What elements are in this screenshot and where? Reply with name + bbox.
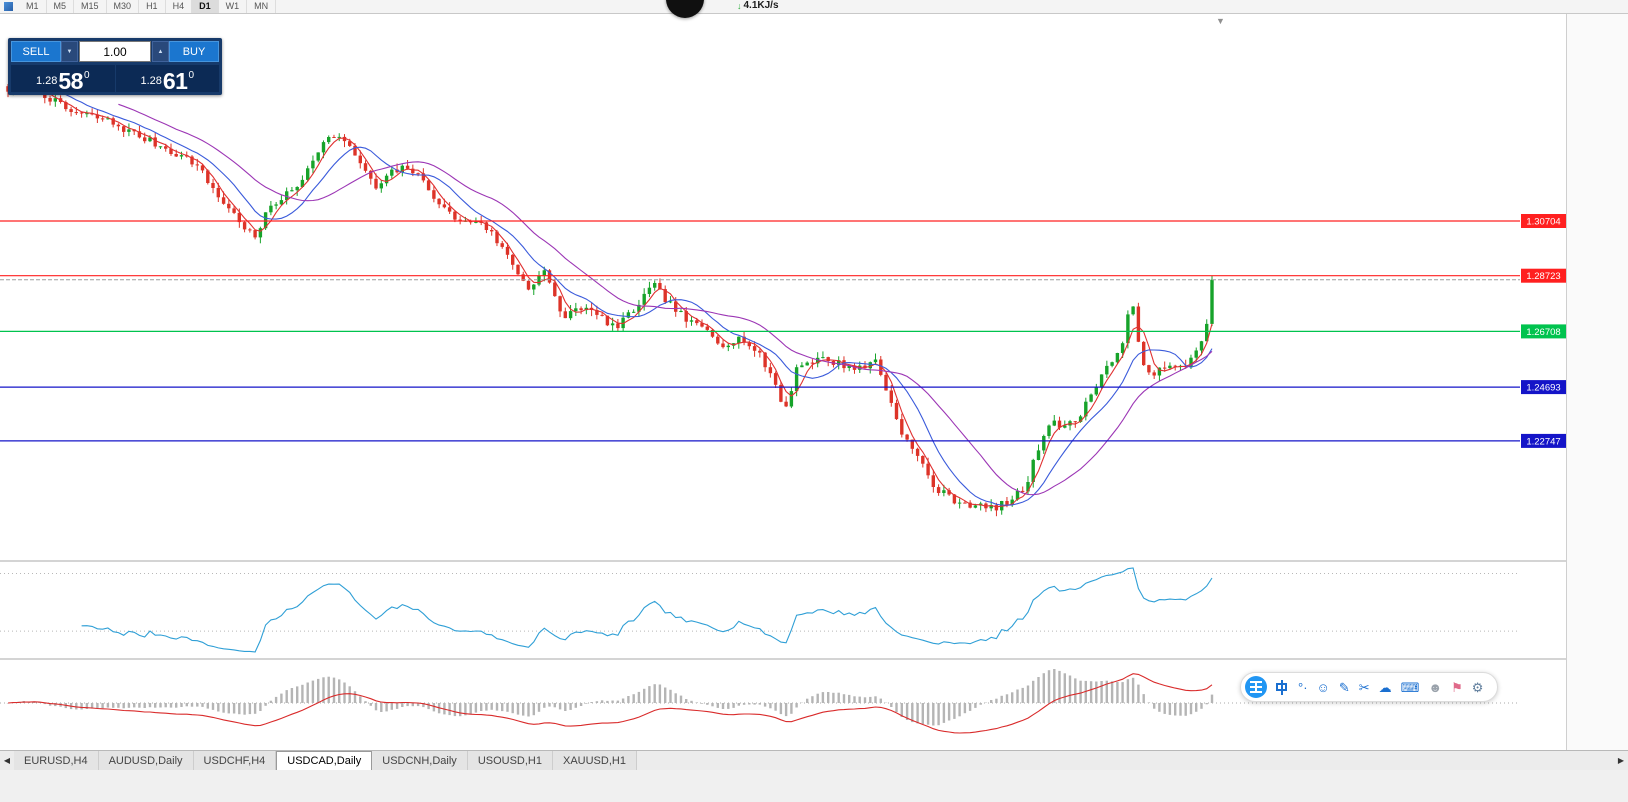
settings-gear-icon[interactable]: ⚙ <box>1471 679 1484 695</box>
chart-shift-marker[interactable]: ▼ <box>1216 16 1225 26</box>
chart-tabs-bar: ◀ EURUSD,H4 AUDUSD,Daily USDCHF,H4 USDCAD,D… <box>0 750 1628 770</box>
chinese-mode-icon[interactable] <box>1276 679 1289 695</box>
bid-price[interactable]: 1.28 58 0 <box>11 65 115 94</box>
ime-logo-icon[interactable] <box>1245 676 1267 698</box>
price-level-label: 1.30704 <box>1521 214 1566 228</box>
svg-text:1.26708: 1.26708 <box>1526 327 1560 338</box>
chart-tab-usdchf-h4[interactable]: USDCHF,H4 <box>193 751 277 770</box>
timeframe-h4[interactable]: H4 <box>166 0 193 13</box>
timeframe-mn[interactable]: MN <box>247 0 277 13</box>
gift-icon[interactable]: ⚑ <box>1451 679 1463 695</box>
tab-scroll-left-icon[interactable]: ◀ <box>3 756 11 765</box>
bid-pips: 58 <box>58 68 83 94</box>
ask-prefix: 1.28 <box>140 75 162 87</box>
screen-recorder-overlay <box>666 0 704 18</box>
chart-tab-usousd-h1[interactable]: USOUSD,H1 <box>467 751 553 770</box>
quote-row: 1.28 58 0 1.28 61 0 <box>11 65 220 94</box>
punctuation-mode-icon[interactable]: °· <box>1298 679 1308 695</box>
ask-point: 0 <box>188 70 195 81</box>
speed-text: 4.1KJ/s <box>743 0 779 11</box>
right-margin <box>1566 14 1628 750</box>
volume-input[interactable] <box>79 41 151 62</box>
svg-text:1.24693: 1.24693 <box>1526 383 1560 394</box>
cloud-icon[interactable]: ☁ <box>1378 679 1392 695</box>
chart-tab-list: EURUSD,H4 AUDUSD,Daily USDCHF,H4 USDCAD,Dai… <box>14 751 637 770</box>
price-level-label: 1.28723 <box>1521 268 1566 283</box>
emoji-icon[interactable]: ☺ <box>1316 679 1330 695</box>
keyboard-icon[interactable]: ⌨ <box>1400 679 1420 695</box>
bid-prefix: 1.28 <box>35 75 58 87</box>
svg-text:1.22747: 1.22747 <box>1526 436 1560 447</box>
timeframe-w1[interactable]: W1 <box>219 0 248 13</box>
ask-price[interactable]: 1.28 61 0 <box>114 65 220 94</box>
timeframe-m30[interactable]: M30 <box>107 0 140 13</box>
chart-tab-usdcnh-daily[interactable]: USDCNH,Daily <box>372 751 468 770</box>
scissors-icon[interactable]: ✂ <box>1358 679 1370 695</box>
chart-tab-audusd-daily[interactable]: AUDUSD,Daily <box>98 751 194 770</box>
timeframe-m5[interactable]: M5 <box>47 0 75 13</box>
volume-down-button[interactable]: ▼ <box>61 41 78 62</box>
timeframe-toolbar: M1 M5 M15 M30 H1 H4 D1 W1 MN <box>0 0 1628 14</box>
timeframe-buttons: M1 M5 M15 M30 H1 H4 D1 W1 MN <box>19 0 277 13</box>
tab-scroll-right-icon[interactable]: ▶ <box>1617 756 1625 765</box>
timeframe-m1[interactable]: M1 <box>19 0 47 13</box>
timeframe-d1[interactable]: D1 <box>192 0 219 13</box>
svg-text:1.28723: 1.28723 <box>1526 271 1560 282</box>
ask-pips: 61 <box>162 68 188 94</box>
speed-arrow-icon: ↓ <box>737 0 742 11</box>
chart-area[interactable]: 1.30704 1.28723 1.26708 1.24693 1.22747 ▼ SE… <box>0 14 1628 750</box>
order-controls-row: SELL ▼ ▲ BUY <box>11 41 219 62</box>
volume-up-button[interactable]: ▲ <box>152 41 169 62</box>
buy-button[interactable]: BUY <box>169 41 219 62</box>
pen-icon[interactable]: ✎ <box>1338 679 1350 695</box>
price-level-label: 1.26708 <box>1521 324 1566 339</box>
price-chart-canvas[interactable]: 1.30704 1.28723 1.26708 1.24693 1.22747 <box>0 14 1566 750</box>
price-level-label: 1.24693 <box>1521 380 1566 395</box>
network-speed-indicator: ↓ 4.1KJ/s <box>737 0 779 11</box>
timeframe-h1[interactable]: H1 <box>139 0 166 13</box>
chart-tab-eurusd-h4[interactable]: EURUSD,H4 <box>14 751 99 770</box>
user-icon[interactable]: ☻ <box>1428 679 1443 695</box>
price-level-label: 1.22747 <box>1521 433 1566 448</box>
timeframe-m15[interactable]: M15 <box>74 0 107 13</box>
chart-tab-usdcad-daily[interactable]: USDCAD,Daily <box>276 751 373 770</box>
chart-tab-xauusd-h1[interactable]: XAUUSD,H1 <box>553 751 637 770</box>
status-bar <box>0 770 1628 802</box>
bid-point: 0 <box>83 70 90 81</box>
sell-button[interactable]: SELL <box>11 41 61 62</box>
app-icon[interactable] <box>4 2 13 11</box>
ime-toolbar: °· ☺ ✎ ✂ ☁ ⌨ ☻ ⚑ ⚙ <box>1240 672 1498 702</box>
svg-text:1.30704: 1.30704 <box>1526 217 1560 228</box>
